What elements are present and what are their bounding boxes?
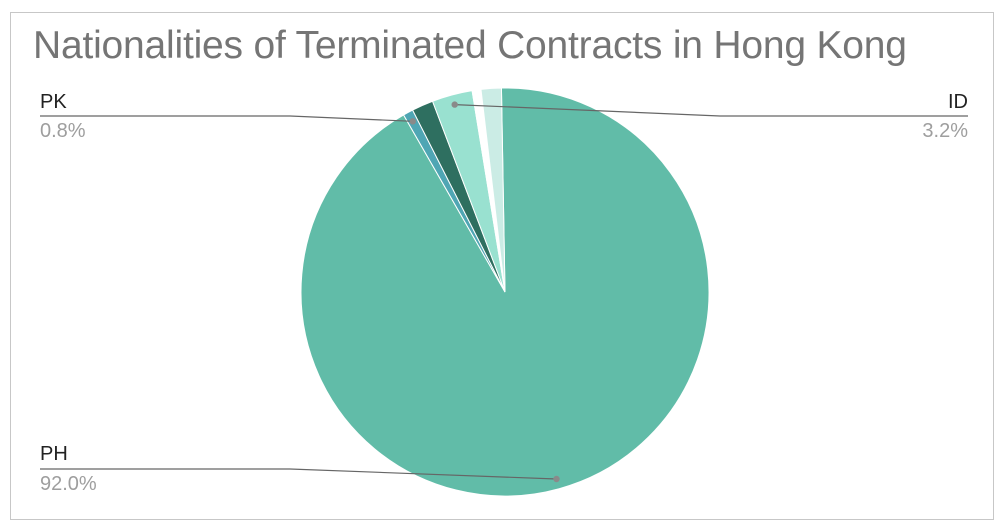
leader-line-ph	[40, 468, 557, 480]
slice-label-id: ID	[948, 91, 968, 113]
slice-value-pk: 0.8%	[40, 120, 86, 142]
leader-line-id	[454, 104, 968, 117]
leader-dot-id	[451, 101, 458, 108]
leader-dot-ph	[553, 475, 560, 483]
slice-label-pk: PK	[40, 91, 67, 113]
leader-line-pk	[40, 115, 413, 122]
chart-title: Nationalities of Terminated Contracts in…	[33, 24, 907, 67]
leader-dot-pk	[409, 118, 416, 125]
slice-value-id: 3.2%	[922, 120, 968, 142]
slice-value-ph: 92.0%	[40, 473, 97, 495]
slice-label-ph: PH	[40, 443, 68, 465]
pie-slice-unlabeled-5	[480, 87, 506, 293]
